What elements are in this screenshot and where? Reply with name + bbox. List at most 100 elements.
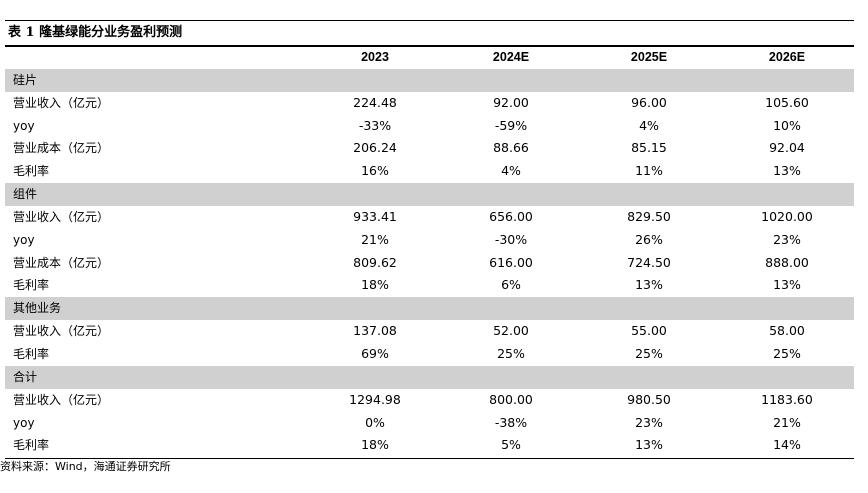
value-cell: 4% (639, 117, 659, 133)
value-cell: 92.04 (769, 140, 805, 156)
section-label: 组件 (13, 187, 38, 202)
table-row: 毛利率 16% 4% 11% 13% (5, 160, 854, 183)
header-cell-2025e: 2025E (630, 50, 668, 64)
value-cell: 58.00 (769, 323, 805, 339)
row-label: yoy (13, 415, 35, 430)
value-cell: 13% (773, 277, 801, 293)
section-label: 其他业务 (13, 301, 62, 316)
value-cell: 96.00 (631, 94, 667, 110)
value-cell: 13% (635, 437, 663, 453)
header-cell-2026e: 2026E (768, 50, 806, 64)
table-row: 营业收入（亿元） 1294.98 800.00 980.50 1183.60 (5, 389, 854, 412)
value-cell: 724.50 (627, 254, 671, 270)
value-cell: 25% (773, 345, 801, 361)
row-label: yoy (13, 232, 35, 247)
value-cell: 888.00 (765, 254, 809, 270)
value-cell: 21% (773, 414, 801, 430)
value-cell: 616.00 (489, 254, 533, 270)
row-label: 营业收入（亿元） (13, 209, 110, 224)
section-row: 组件 (5, 183, 854, 206)
value-cell (719, 366, 855, 389)
value-cell: 5% (501, 437, 521, 453)
value-cell (581, 366, 717, 389)
value-cell: 11% (635, 163, 663, 179)
table-body: 硅片营业收入（亿元） 224.48 92.00 96.00 105.60 yoy -33% -… (5, 68, 855, 457)
table-row: yoy -33% -59% 4% 10% (5, 115, 854, 138)
value-cell (443, 69, 579, 92)
value-cell: 800.00 (489, 391, 533, 407)
value-cell: 14% (773, 437, 801, 453)
value-cell: 88.66 (493, 140, 529, 156)
value-cell (719, 69, 855, 92)
value-cell: -30% (494, 231, 528, 247)
value-cell (581, 297, 717, 320)
value-cell: 69% (361, 345, 389, 361)
value-cell: 1294.98 (349, 391, 401, 407)
value-cell: 21% (361, 231, 389, 247)
row-label: 营业收入（亿元） (13, 95, 110, 110)
value-cell: 26% (635, 231, 663, 247)
header-cell-2024e: 2024E (492, 50, 530, 64)
value-cell (719, 183, 855, 206)
value-cell: 137.08 (353, 323, 397, 339)
value-cell (307, 69, 443, 92)
top-rule (5, 20, 854, 21)
table-row: 毛利率 18% 5% 13% 14% (5, 434, 854, 457)
value-cell: 0% (365, 414, 385, 430)
value-cell: 206.24 (353, 140, 397, 156)
value-cell: 85.15 (631, 140, 667, 156)
title-rule (5, 45, 854, 47)
value-cell: 656.00 (489, 208, 533, 224)
section-row: 其他业务 (5, 297, 854, 321)
value-cell: 16% (361, 163, 389, 179)
value-cell: 4% (501, 163, 521, 179)
section-label: 硅片 (13, 72, 38, 87)
value-cell (307, 366, 443, 389)
section-label: 合计 (13, 369, 38, 384)
value-cell: 980.50 (627, 391, 671, 407)
value-cell: 933.41 (353, 208, 397, 224)
value-cell: 1183.60 (761, 391, 813, 407)
value-cell: 92.00 (493, 94, 529, 110)
row-label: 毛利率 (13, 278, 50, 293)
value-cell: 25% (635, 345, 663, 361)
value-cell (581, 183, 717, 206)
value-cell: 25% (497, 345, 525, 361)
value-cell: 18% (361, 437, 389, 453)
value-cell: -38% (494, 414, 528, 430)
value-cell: 23% (635, 414, 663, 430)
table-row: 毛利率 69% 25% 25% 25% (5, 343, 854, 366)
table-row: 营业成本（亿元） 809.62 616.00 724.50 888.00 (5, 252, 854, 275)
value-cell: -33% (358, 117, 392, 133)
table-header-row: 2023 2024E 2025E 2026E (5, 46, 854, 69)
row-label: 毛利率 (13, 438, 50, 453)
value-cell: 224.48 (353, 94, 397, 110)
value-cell: 1020.00 (761, 208, 813, 224)
forecast-table: 2023 2024E 2025E 2026E 硅片营业收入（亿元） 224.48 9… (5, 46, 854, 457)
value-cell (443, 183, 579, 206)
source-note: 资料来源：Wind，海通证券研究所 (0, 460, 171, 473)
value-cell: 809.62 (353, 254, 397, 270)
header-cell-2023: 2023 (361, 50, 389, 64)
value-cell: 829.50 (627, 208, 671, 224)
row-label: 营业收入（亿元） (13, 392, 110, 407)
value-cell: 23% (773, 231, 801, 247)
row-label: 营业收入（亿元） (13, 324, 110, 339)
row-label: 营业成本（亿元） (13, 141, 110, 156)
table-row: yoy 21% -30% 26% 23% (5, 229, 854, 252)
value-cell: 105.60 (765, 94, 809, 110)
table-row: 营业收入（亿元） 933.41 656.00 829.50 1020.00 (5, 206, 854, 229)
value-cell (443, 297, 579, 320)
row-label: yoy (13, 118, 35, 133)
value-cell (581, 69, 717, 92)
bottom-rule (5, 458, 854, 459)
table-row: 毛利率 18% 6% 13% 13% (5, 274, 854, 297)
value-cell: 13% (635, 277, 663, 293)
table-row: yoy 0% -38% 23% 21% (5, 412, 854, 435)
section-row: 合计 (5, 365, 855, 389)
value-cell (307, 297, 443, 320)
row-label: 毛利率 (13, 346, 50, 361)
value-cell: 10% (773, 117, 801, 133)
value-cell: 18% (361, 277, 389, 293)
table-row: 营业收入（亿元） 224.48 92.00 96.00 105.60 (5, 92, 854, 115)
